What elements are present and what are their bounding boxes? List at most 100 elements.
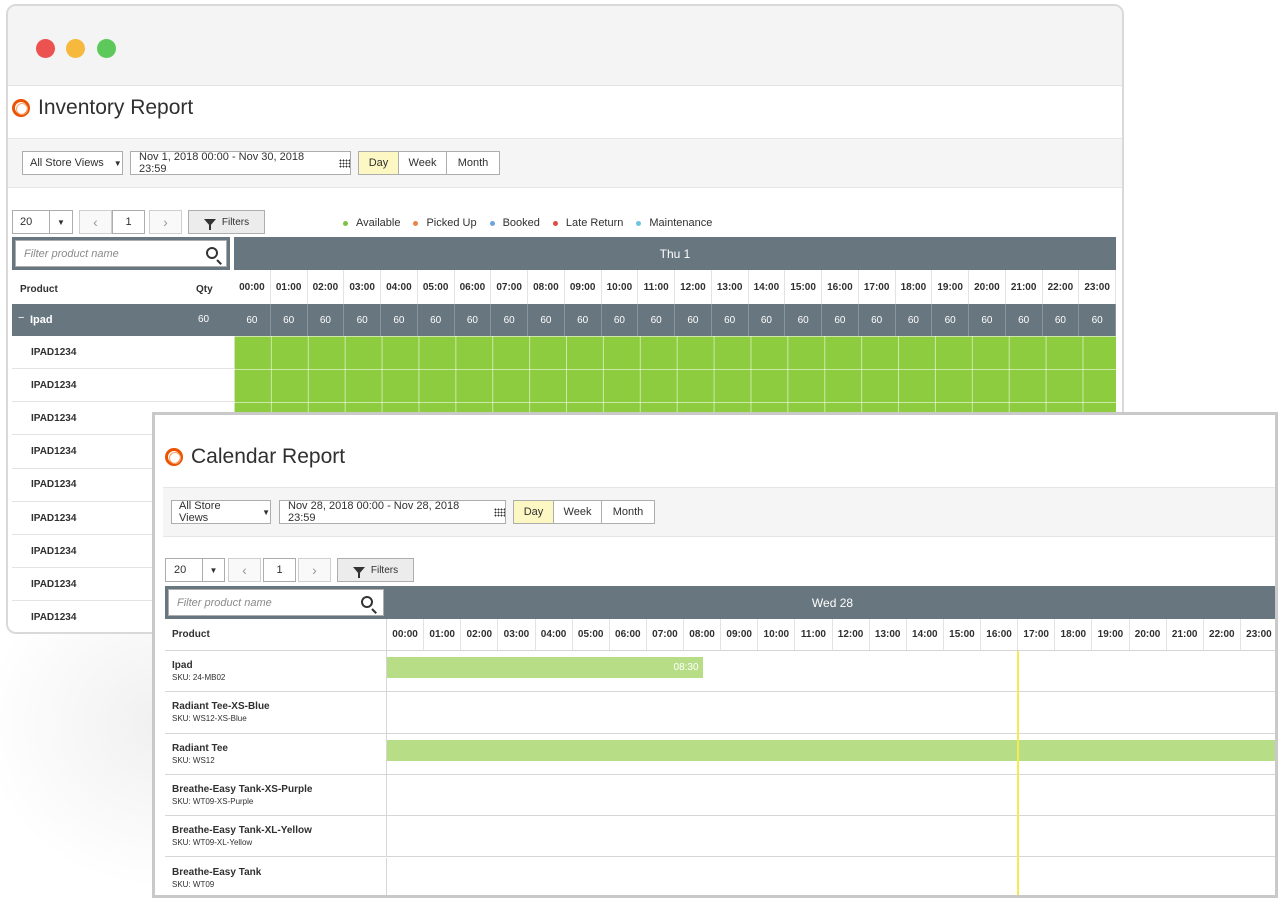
hour-header-cell: 15:00 bbox=[785, 270, 822, 304]
calendar-pager: 20 ▼ ‹ 1 › Filters bbox=[165, 558, 414, 582]
search-icon[interactable] bbox=[206, 247, 218, 259]
date-range-picker[interactable]: Nov 28, 2018 00:00 - Nov 28, 2018 23:59 bbox=[279, 500, 506, 524]
current-time-indicator bbox=[1017, 651, 1020, 895]
store-view-select[interactable]: All Store Views ▼ bbox=[171, 500, 271, 524]
collapse-toggle[interactable]: − bbox=[18, 312, 25, 324]
hour-header-cell: 06:00 bbox=[455, 270, 492, 304]
hour-header-cell: 21:00 bbox=[1006, 270, 1043, 304]
hour-header-cell: 01:00 bbox=[271, 270, 308, 304]
hour-header-cell: 10:00 bbox=[758, 619, 796, 650]
page-number-input[interactable]: 1 bbox=[263, 558, 296, 582]
hour-header-cell: 11:00 bbox=[638, 270, 675, 304]
hourly-qty-cell: 60 bbox=[307, 304, 345, 336]
view-mode-switch: Day Week Month bbox=[513, 500, 655, 524]
view-day-button[interactable]: Day bbox=[359, 152, 399, 174]
table-row[interactable]: Breathe-Easy Tank SKU: WT09 bbox=[165, 857, 1275, 895]
hourly-qty-cell: 60 bbox=[895, 304, 933, 336]
table-row[interactable]: Ipad SKU: 24-MB02 bbox=[165, 651, 1275, 693]
filters-button[interactable]: Filters bbox=[337, 558, 414, 582]
group-qty: 60 bbox=[198, 314, 210, 325]
picked-up-dot-icon bbox=[413, 220, 419, 226]
page-title: Inventory Report bbox=[38, 96, 194, 119]
hourly-qty-cell: 60 bbox=[234, 304, 271, 336]
hour-header-cell: 20:00 bbox=[969, 270, 1006, 304]
table-row[interactable]: Breathe-Easy Tank-XL-Yellow SKU: WT09-XL-… bbox=[165, 816, 1275, 858]
hour-header-cell: 14:00 bbox=[907, 619, 944, 650]
view-week-button[interactable]: Week bbox=[554, 501, 602, 523]
hour-header-cell: 05:00 bbox=[573, 619, 610, 650]
day-header: Wed 28 bbox=[387, 586, 1275, 619]
maximize-window-button[interactable] bbox=[97, 39, 116, 58]
hour-header-row: 00:00 01:00 02:00 03:00 04:00 05:00 06:00 07:00… bbox=[234, 270, 1116, 304]
search-icon[interactable] bbox=[361, 596, 373, 608]
group-row-ipad[interactable]: − Ipad 60 bbox=[12, 304, 234, 336]
prev-page-button[interactable]: ‹ bbox=[79, 210, 112, 234]
view-week-button[interactable]: Week bbox=[399, 152, 447, 174]
calendar-toolbar: All Store Views ▼ Nov 28, 2018 00:00 - N… bbox=[163, 487, 1275, 537]
date-range-picker[interactable]: Nov 1, 2018 00:00 - Nov 30, 2018 23:59 bbox=[130, 151, 351, 175]
hour-header-cell: 20:00 bbox=[1130, 619, 1167, 650]
legend-item-booked: Booked bbox=[489, 217, 540, 229]
hour-header-cell: 12:00 bbox=[675, 270, 712, 304]
hour-header-cell: 15:00 bbox=[944, 619, 981, 650]
booking-bar[interactable]: 08:30 bbox=[387, 657, 703, 678]
hour-header-cell: 02:00 bbox=[461, 619, 499, 650]
filters-button[interactable]: Filters bbox=[188, 210, 265, 234]
table-row[interactable]: Radiant Tee-XS-Blue SKU: WS12-XS-Blue bbox=[165, 692, 1275, 734]
table-row[interactable]: IPAD1234 bbox=[12, 402, 234, 436]
close-window-button[interactable] bbox=[36, 39, 55, 58]
chevron-down-icon: ▼ bbox=[113, 158, 122, 168]
calendar-grid-icon bbox=[339, 158, 350, 168]
search-wrapper: Filter product name bbox=[165, 586, 387, 619]
hour-header-cell: 14:00 bbox=[749, 270, 786, 304]
page-size-select[interactable]: 20 ▼ bbox=[12, 210, 73, 234]
booking-bar[interactable] bbox=[387, 739, 1275, 761]
product-search-input[interactable]: Filter product name bbox=[168, 589, 384, 616]
product-search-input[interactable]: Filter product name bbox=[15, 240, 227, 267]
product-name[interactable]: Ipad bbox=[172, 660, 193, 672]
report-logo-icon bbox=[12, 99, 30, 117]
hourly-qty-cell: 60 bbox=[638, 304, 675, 336]
product-name[interactable]: Radiant Tee-XS-Blue bbox=[172, 701, 270, 713]
hour-header-cell: 00:00 bbox=[387, 619, 425, 650]
table-row[interactable]: IPAD1234 bbox=[12, 535, 234, 569]
table-row[interactable]: IPAD1234 bbox=[12, 369, 234, 403]
view-mode-switch: Day Week Month bbox=[358, 151, 500, 175]
view-month-button[interactable]: Month bbox=[612, 506, 644, 518]
hourly-qty-cell: 60 bbox=[1042, 304, 1080, 336]
table-row[interactable]: IPAD1234 bbox=[12, 336, 234, 369]
funnel-icon bbox=[203, 218, 216, 230]
hourly-qty-cell: 60 bbox=[601, 304, 639, 336]
minimize-window-button[interactable] bbox=[66, 39, 85, 58]
product-name[interactable]: Breathe-Easy Tank-XS-Purple bbox=[172, 784, 313, 796]
hourly-qty-cell: 60 bbox=[491, 304, 528, 336]
view-day-button[interactable]: Day bbox=[514, 501, 554, 523]
prev-page-button[interactable]: ‹ bbox=[228, 558, 261, 582]
page-number-input[interactable]: 1 bbox=[112, 210, 145, 234]
next-page-button[interactable]: › bbox=[149, 210, 182, 234]
table-row[interactable]: IPAD1234 bbox=[12, 602, 234, 632]
hour-header-cell: 17:00 bbox=[1018, 619, 1056, 650]
group-hourly-qty-row: 60 60 60 60 60 60 60 60 60 60 60 60 60 60 60 60 60 60 60 60… bbox=[234, 304, 1116, 336]
page-size-select[interactable]: 20 ▼ bbox=[165, 558, 225, 582]
product-name[interactable]: Radiant Tee bbox=[172, 742, 228, 754]
hour-header-cell: 19:00 bbox=[932, 270, 969, 304]
hour-header-cell: 18:00 bbox=[1055, 619, 1093, 650]
table-row[interactable]: IPAD1234 bbox=[12, 502, 234, 535]
table-row[interactable]: Breathe-Easy Tank-XS-Purple SKU: WT09-XS-… bbox=[165, 774, 1275, 817]
hourly-qty-cell: 60 bbox=[1079, 304, 1116, 336]
next-page-button[interactable]: › bbox=[298, 558, 331, 582]
hour-header-cell: 11:00 bbox=[795, 619, 833, 650]
product-name[interactable]: Breathe-Easy Tank-XL-Yellow bbox=[172, 825, 312, 837]
chevron-down-icon: ▼ bbox=[202, 559, 224, 581]
table-row[interactable]: IPAD1234 bbox=[12, 568, 234, 602]
table-row[interactable]: IPAD1234 bbox=[12, 469, 234, 502]
date-range-value: Nov 1, 2018 00:00 - Nov 30, 2018 23:59 bbox=[139, 151, 305, 175]
table-row[interactable]: IPAD1234 bbox=[12, 436, 234, 469]
store-view-value: All Store Views bbox=[179, 500, 221, 524]
product-name[interactable]: Breathe-Easy Tank bbox=[172, 866, 262, 878]
hour-header-cell: 10:00 bbox=[602, 270, 639, 304]
table-row[interactable]: Radiant Tee SKU: WS12 bbox=[165, 733, 1275, 775]
view-month-button[interactable]: Month bbox=[457, 157, 489, 169]
store-view-select[interactable]: All Store Views ▼ bbox=[22, 151, 123, 175]
